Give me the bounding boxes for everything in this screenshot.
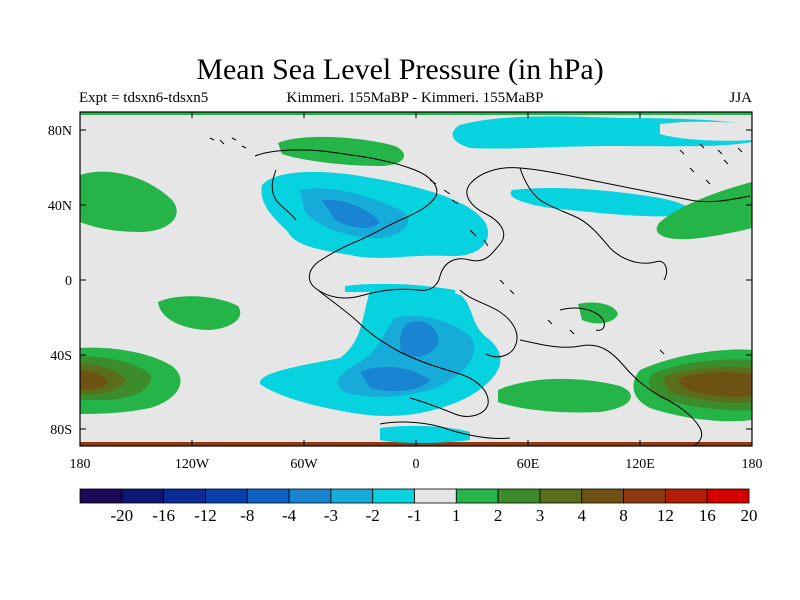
y-tick-label: 0: [65, 274, 72, 289]
colorbar-label: -1: [407, 506, 421, 525]
colorbar-labels: -20 -16 -12 -8 -4 -3 -2 -1 1 2 3 4 8 12 16 20: [110, 506, 757, 525]
y-tick-labels: 80N 40N 0 40S 80S: [48, 124, 72, 438]
colorbar-label: -2: [366, 506, 380, 525]
x-tick-labels: 180 120W 60W 0 60E 120E 180: [70, 457, 763, 472]
colorbar-box: [455, 488, 499, 504]
chart-title: Mean Sea Level Pressure (in hPa): [196, 53, 604, 86]
x-tick-label: 60E: [517, 457, 540, 472]
colorbar-box: [539, 488, 583, 504]
x-tick-label: 120E: [625, 457, 655, 472]
colorbar-label: -8: [240, 506, 254, 525]
colorbar: [79, 488, 750, 504]
colorbar-label: -4: [282, 506, 297, 525]
colorbar-label: 12: [657, 506, 674, 525]
colorbar-box: [414, 488, 457, 504]
colorbar-label: -20: [110, 506, 133, 525]
y-axis-ticks: [80, 129, 752, 430]
colorbar-box: [205, 488, 248, 504]
x-tick-label: 120W: [175, 457, 210, 472]
y-tick-label: 80N: [48, 124, 72, 139]
colorbar-label: -16: [152, 506, 175, 525]
colorbar-label: 4: [578, 506, 587, 525]
y-tick-label: 40S: [50, 349, 72, 364]
period-label: Kimmeri. 155MaBP - Kimmeri. 155MaBP: [286, 90, 544, 106]
colorbar-box: [706, 488, 750, 504]
y-tick-label: 80S: [50, 423, 72, 438]
colorbar-label: 16: [699, 506, 716, 525]
colorbar-label: -12: [194, 506, 217, 525]
colorbar-label: -3: [324, 506, 338, 525]
north-pacific-high-anomaly: [80, 171, 177, 232]
x-axis-ticks: [79, 112, 753, 446]
x-tick-label: 0: [413, 457, 420, 472]
colorbar-box: [288, 488, 332, 504]
colorbar-box: [664, 488, 708, 504]
colorbar-box: [372, 488, 415, 504]
colorbar-label: 2: [494, 506, 503, 525]
experiment-label: Expt = tdsxn6-tdsxn5: [79, 90, 209, 106]
y-tick-label: 40N: [48, 199, 72, 214]
south-pacific-high-anomaly: [158, 296, 241, 330]
colorbar-box: [246, 488, 290, 504]
colorbar-label: 1: [452, 506, 461, 525]
colorbar-label: 3: [536, 506, 545, 525]
x-tick-label: 60W: [290, 457, 318, 472]
colorbar-label: 8: [619, 506, 628, 525]
colorbar-box: [497, 488, 541, 504]
season-label: JJA: [729, 90, 752, 106]
colorbar-box: [121, 488, 165, 504]
x-tick-label: 180: [70, 457, 91, 472]
colorbar-box: [79, 488, 123, 504]
colorbar-box: [163, 488, 206, 504]
colorbar-box: [330, 488, 374, 504]
colorbar-box: [581, 488, 624, 504]
x-tick-label: 180: [742, 457, 763, 472]
coastlines: [209, 137, 751, 446]
colorbar-box: [623, 488, 666, 504]
colorbar-label: 20: [741, 506, 758, 525]
